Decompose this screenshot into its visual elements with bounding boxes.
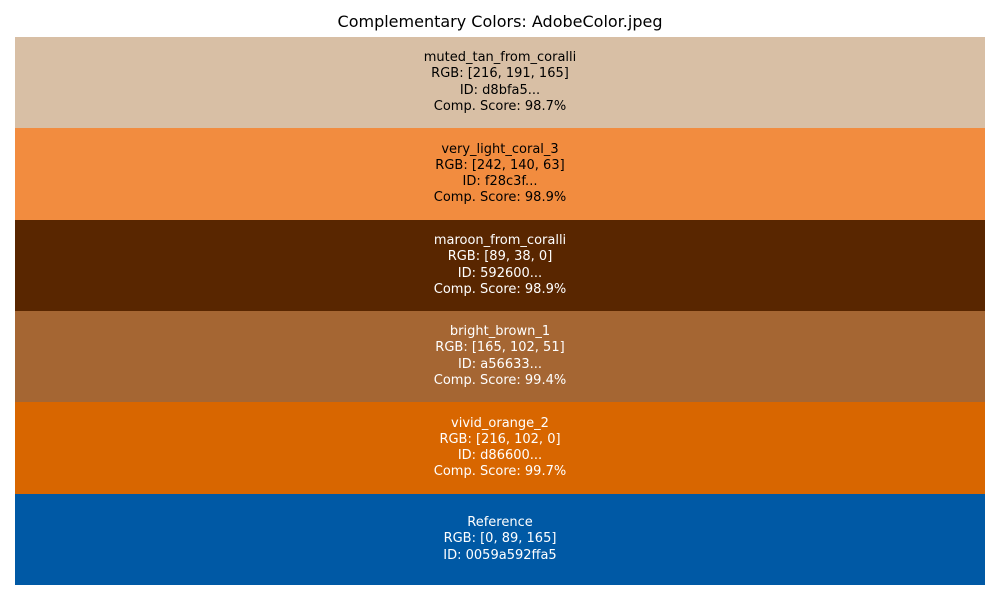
chart-title: Complementary Colors: AdobeColor.jpeg <box>337 12 663 31</box>
swatch-name: Reference <box>467 515 533 531</box>
swatch-name: vivid_orange_2 <box>451 415 549 431</box>
swatch-band: vivid_orange_2 RGB: [216, 102, 0] ID: d866… <box>15 402 985 494</box>
swatch-band: muted_tan_from_coralli RGB: [216, 191, 16… <box>15 37 985 128</box>
swatch-band: very_light_coral_3 RGB: [242, 140, 63] ID:… <box>15 128 985 220</box>
swatch-score: Comp. Score: 98.9% <box>433 281 567 297</box>
swatch-band: bright_brown_1 RGB: [165, 102, 51] ID: a56… <box>15 311 985 402</box>
swatch-rgb: RGB: [242, 140, 63] <box>435 157 565 173</box>
swatch-id: ID: f28c3f... <box>462 174 538 189</box>
swatch-name: bright_brown_1 <box>449 324 551 340</box>
swatch-rgb: RGB: [216, 102, 0] <box>439 431 561 447</box>
swatch-id: ID: d86600... <box>457 448 543 463</box>
swatch-rgb: RGB: [89, 38, 0] <box>447 249 553 265</box>
swatch-rgb: RGB: [165, 102, 51] <box>435 340 565 356</box>
swatch-score: Comp. Score: 98.7% <box>433 98 567 114</box>
swatch-id: ID: d8bfa5... <box>459 82 541 98</box>
swatch-name: muted_tan_from_coralli <box>423 50 577 66</box>
swatch-name: very_light_coral_3 <box>441 141 559 157</box>
swatch-score: Comp. Score: 99.7% <box>433 464 567 480</box>
swatch-band: Reference RGB: [0, 89, 165] ID: 0059a592ff… <box>15 494 985 585</box>
swatch-score: Comp. Score: 99.4% <box>433 372 567 388</box>
swatch-id: ID: 592600... <box>457 265 543 281</box>
swatch-band: maroon_from_coralli RGB: [89, 38, 0] ID: 5… <box>15 220 985 311</box>
swatch-id: ID: 0059a592ffa5 <box>443 547 557 563</box>
swatch-score: Comp. Score: 98.9% <box>433 190 567 206</box>
swatch-rgb: RGB: [216, 191, 165] <box>431 66 569 82</box>
swatch-rgb: RGB: [0, 89, 165] <box>443 531 557 547</box>
swatch-name: maroon_from_coralli <box>433 233 567 249</box>
swatch-id: ID: a56633... <box>457 356 543 372</box>
swatch-stack: muted_tan_from_coralli RGB: [216, 191, 16… <box>15 37 985 585</box>
